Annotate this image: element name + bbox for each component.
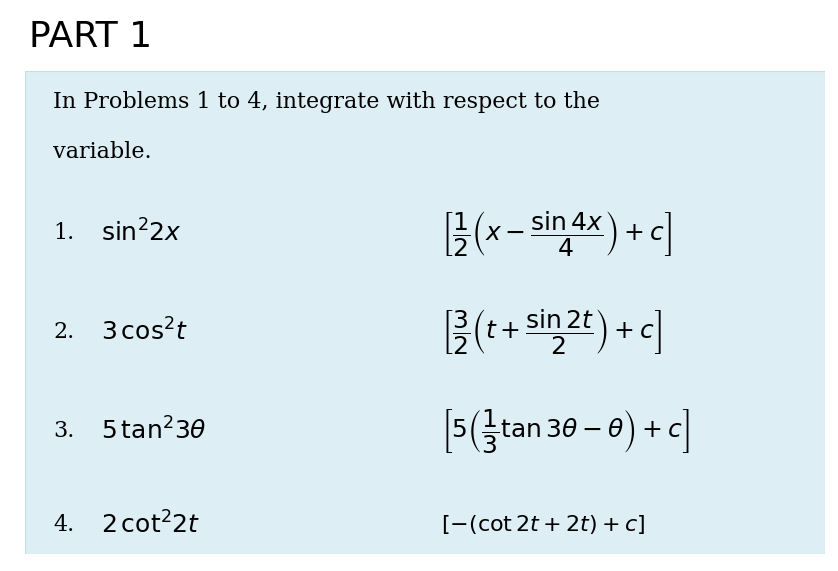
Text: 1.: 1. <box>53 222 75 244</box>
Text: $\left[5\left(\dfrac{1}{3}\tan 3\theta - \theta\right)+c\right]$: $\left[5\left(\dfrac{1}{3}\tan 3\theta -… <box>442 407 691 455</box>
Text: $\left[\dfrac{1}{2}\left(x - \dfrac{\sin 4x}{4}\right)+c\right]$: $\left[\dfrac{1}{2}\left(x - \dfrac{\sin… <box>442 208 672 258</box>
Text: 2.: 2. <box>53 321 75 343</box>
Text: PART 1: PART 1 <box>29 20 153 54</box>
Text: variable.: variable. <box>53 142 152 163</box>
Text: $2\,\mathrm{cot}^2 2t$: $2\,\mathrm{cot}^2 2t$ <box>101 511 200 538</box>
Text: $\mathrm{sin}^2 2x$: $\mathrm{sin}^2 2x$ <box>101 219 182 247</box>
Text: 3.: 3. <box>53 420 75 442</box>
FancyBboxPatch shape <box>25 71 825 554</box>
Text: $\left[\dfrac{3}{2}\left(t + \dfrac{\sin 2t}{2}\right)+c\right]$: $\left[\dfrac{3}{2}\left(t + \dfrac{\sin… <box>442 307 662 356</box>
Text: $5\,\mathrm{tan}^2 3\theta$: $5\,\mathrm{tan}^2 3\theta$ <box>101 417 207 444</box>
Text: 4.: 4. <box>53 514 75 536</box>
Text: $[-(\cot 2t + 2t)+c]$: $[-(\cot 2t + 2t)+c]$ <box>442 513 645 536</box>
Text: In Problems 1 to 4, integrate with respect to the: In Problems 1 to 4, integrate with respe… <box>53 91 600 112</box>
Text: $3\,\mathrm{cos}^2 t$: $3\,\mathrm{cos}^2 t$ <box>101 318 188 345</box>
